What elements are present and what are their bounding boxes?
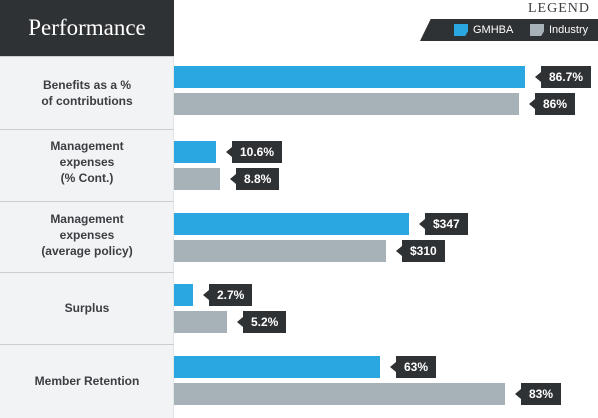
legend-swatch-gmhba bbox=[454, 24, 468, 36]
legend-label-gmhba: GMHBA bbox=[473, 24, 514, 36]
legend-title: LEGEND bbox=[528, 1, 590, 16]
category-label-line: (% Cont.) bbox=[60, 171, 114, 185]
bar-industry-management-expenses-cont bbox=[174, 168, 220, 190]
category-label-line: Management bbox=[50, 139, 124, 153]
category-separator bbox=[0, 129, 174, 130]
category-label-line: (average policy) bbox=[41, 244, 133, 258]
category-separator bbox=[0, 201, 174, 202]
bar-gmhba-management-expenses-cont bbox=[174, 141, 216, 163]
value-label-gmhba-surplus: 2.7% bbox=[202, 284, 253, 306]
title-box: Performance bbox=[0, 0, 174, 56]
category-label-line: of contributions bbox=[41, 94, 133, 108]
bar-industry-management-expenses-average-policy bbox=[174, 240, 386, 262]
category-label-line: Surplus bbox=[64, 301, 110, 315]
bar-gmhba-surplus bbox=[174, 284, 193, 306]
legend-item-industry: Industry bbox=[530, 19, 588, 41]
legend-swatch-industry bbox=[530, 24, 544, 36]
legend-label-industry: Industry bbox=[549, 24, 589, 36]
category-label-line: Member Retention bbox=[34, 374, 140, 388]
value-label-gmhba-member-retention: 63% bbox=[389, 356, 437, 378]
category-column bbox=[0, 0, 174, 418]
category-label-line: expenses bbox=[59, 155, 115, 169]
category-separator bbox=[0, 56, 174, 57]
category-separator bbox=[0, 272, 174, 273]
category-label-management-expenses-average-policy: Management expenses (average policy) bbox=[0, 211, 174, 259]
category-label-line: expenses bbox=[59, 228, 115, 242]
bar-gmhba-management-expenses-average-policy bbox=[174, 213, 409, 235]
bar-gmhba-member-retention bbox=[174, 356, 380, 378]
bar-industry-benefits-as-a-of-contributions bbox=[174, 93, 519, 115]
value-label-gmhba-benefits-as-a-of-contributions: 86.7% bbox=[534, 66, 592, 88]
category-label-line: Management bbox=[50, 212, 124, 226]
value-label-industry-member-retention: 83% bbox=[514, 383, 562, 405]
value-label-industry-management-expenses-average-policy: $310 bbox=[396, 240, 445, 262]
category-label-benefits-as-a-of-contributions: Benefits as a % of contributions bbox=[0, 77, 174, 109]
category-separator bbox=[0, 344, 174, 345]
category-label-management-expenses-cont: Management expenses (% Cont.) bbox=[0, 138, 174, 186]
category-label-line: Benefits as a % bbox=[42, 78, 132, 92]
value-label-gmhba-management-expenses-average-policy: $347 bbox=[419, 213, 468, 235]
value-label-industry-surplus: 5.2% bbox=[236, 311, 287, 333]
value-label-gmhba-management-expenses-cont: 10.6% bbox=[225, 141, 283, 163]
chart-title: Performance bbox=[28, 15, 146, 40]
legend-item-gmhba: GMHBA bbox=[454, 19, 513, 41]
value-label-industry-benefits-as-a-of-contributions: 86% bbox=[528, 93, 576, 115]
bar-industry-surplus bbox=[174, 311, 227, 333]
value-label-industry-management-expenses-cont: 8.8% bbox=[229, 168, 280, 190]
legend: GMHBA Industry bbox=[420, 19, 598, 41]
category-label-member-retention: Member Retention bbox=[0, 373, 174, 389]
bar-industry-member-retention bbox=[174, 383, 505, 405]
bar-gmhba-benefits-as-a-of-contributions bbox=[174, 66, 525, 88]
category-label-surplus: Surplus bbox=[0, 300, 174, 316]
